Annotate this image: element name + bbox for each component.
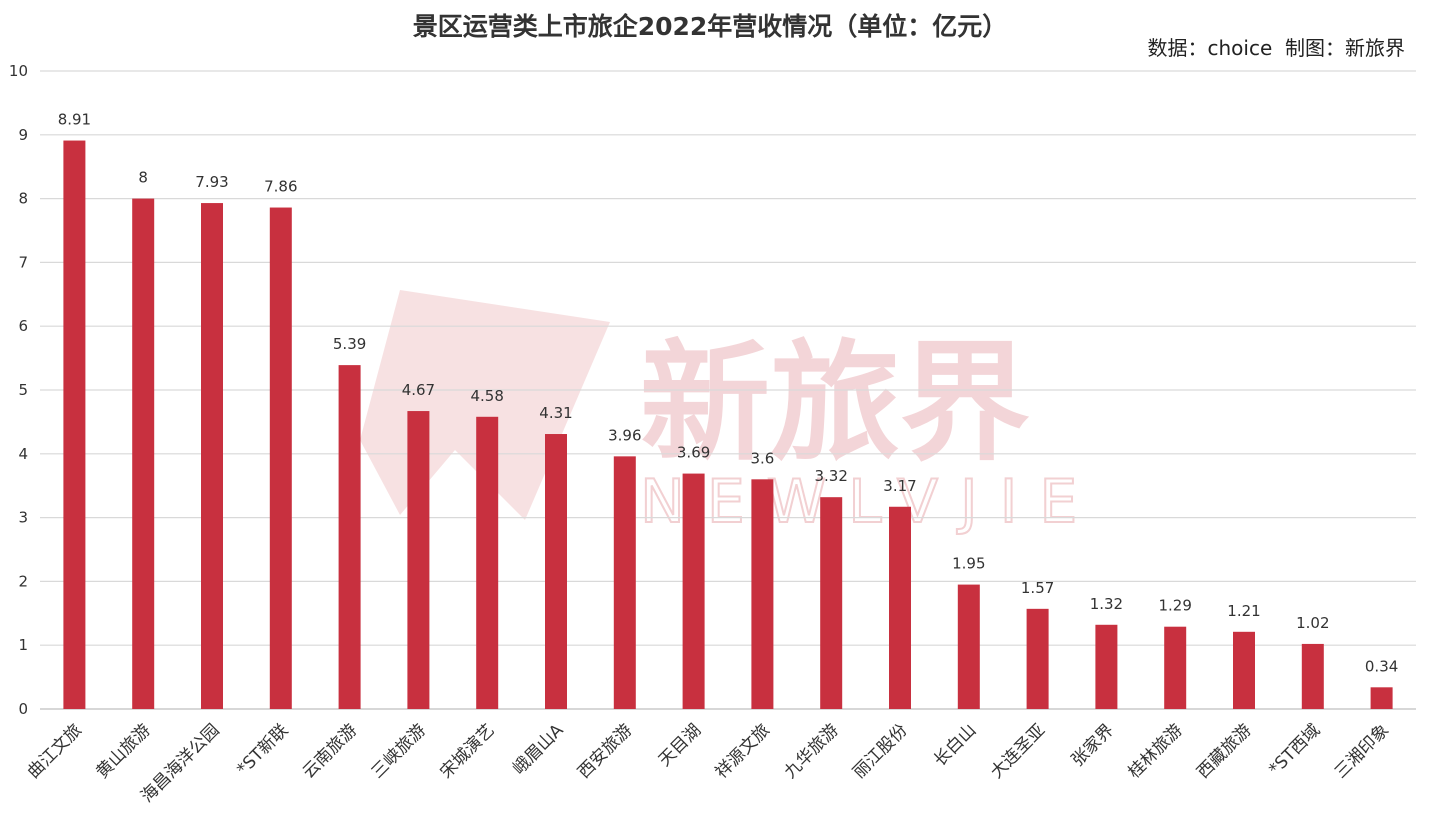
x-tick-label: *ST西域 xyxy=(1265,720,1324,779)
x-tick-label: 黄山旅游 xyxy=(93,720,155,782)
data-label: 3.6 xyxy=(750,449,774,467)
x-tick-label: 丽江股份 xyxy=(849,720,911,782)
x-tick-label: 西安旅游 xyxy=(574,720,636,782)
x-tick-label: 三湘印象 xyxy=(1331,720,1393,782)
bar xyxy=(269,207,292,710)
y-tick-label: 4 xyxy=(18,445,28,463)
x-tick-label: 云南旅游 xyxy=(299,720,361,782)
data-label: 4.67 xyxy=(402,381,435,399)
x-tick-label: 曲江文旅 xyxy=(24,720,86,782)
bar xyxy=(957,584,980,709)
data-label: 1.95 xyxy=(952,555,985,573)
y-tick-label: 9 xyxy=(18,126,28,144)
bar xyxy=(545,434,567,709)
data-label: 7.93 xyxy=(195,173,228,191)
x-tick-label: 大连圣亚 xyxy=(987,720,1049,782)
bar xyxy=(751,479,774,709)
bar xyxy=(889,506,911,709)
y-tick-label: 5 xyxy=(18,381,28,399)
bars xyxy=(63,140,1393,710)
data-label: 1.32 xyxy=(1090,595,1123,613)
watermark-en-text: NEWLVJIE xyxy=(640,467,1099,537)
bar xyxy=(338,365,361,709)
data-label: 0.34 xyxy=(1365,657,1398,675)
x-tick-label: *ST新联 xyxy=(233,720,292,779)
y-tick-label: 2 xyxy=(18,572,28,590)
bar xyxy=(1164,626,1187,709)
data-label: 8.91 xyxy=(58,111,91,129)
bar xyxy=(1095,624,1118,709)
y-tick-label: 8 xyxy=(18,190,28,208)
data-label: 1.21 xyxy=(1227,602,1260,620)
data-label: 1.29 xyxy=(1158,597,1191,615)
bar xyxy=(63,140,86,710)
bar xyxy=(407,411,430,709)
data-label: 4.58 xyxy=(470,387,503,405)
chart-source: 数据：choice 制图：新旅界 xyxy=(1148,36,1405,60)
data-label: 3.96 xyxy=(608,426,641,444)
bar xyxy=(1233,631,1255,709)
x-axis: 曲江文旅 黄山旅游海昌海洋公园 *ST新联 云南旅游 三峡旅游 宋城演艺 峨眉山A 西安旅游天… xyxy=(24,720,1393,807)
x-tick-label: 天目湖 xyxy=(655,720,705,770)
x-tick-label: 宋城演艺 xyxy=(437,720,499,782)
y-tick-label: 3 xyxy=(18,509,28,527)
x-tick-label: 祥源文旅 xyxy=(712,720,774,782)
bar xyxy=(132,198,155,709)
x-tick-label: 张家界 xyxy=(1068,720,1118,770)
data-label: 3.69 xyxy=(677,444,710,462)
data-label: 8 xyxy=(138,169,148,187)
bar xyxy=(476,416,499,709)
data-label: 4.31 xyxy=(539,404,572,422)
bar xyxy=(1370,687,1393,709)
data-label: 1.02 xyxy=(1296,614,1329,632)
gridlines xyxy=(40,70,1416,646)
y-tick-label: 6 xyxy=(18,317,28,335)
data-label: 3.32 xyxy=(814,467,847,485)
x-tick-label: 三峡旅游 xyxy=(368,720,430,782)
chart-title: 景区运营类上市旅企2022年营收情况（单位：亿元） xyxy=(413,12,1008,41)
y-tick-label: 7 xyxy=(18,253,28,271)
x-tick-label: 九华旅游 xyxy=(781,720,843,782)
y-tick-label: 1 xyxy=(18,636,28,654)
y-tick-label: 10 xyxy=(9,62,28,80)
bar xyxy=(201,203,223,710)
data-label: 1.57 xyxy=(1021,579,1054,597)
data-labels: 8.91 8 7.93 7.86 5.39 4.67 4.58 4.31 3.96 3.69 3.6… xyxy=(58,111,1399,676)
x-tick-label: 西藏旅游 xyxy=(1193,720,1255,782)
y-tick-label: 0 xyxy=(18,700,28,718)
x-tick-label: 峨眉山A xyxy=(509,720,568,779)
bar xyxy=(1026,608,1049,709)
data-label: 5.39 xyxy=(333,335,366,353)
bar xyxy=(1301,643,1324,709)
data-label: 7.86 xyxy=(264,178,297,196)
y-axis: 0 1 2 3 4 5 6 7 8 9 10 xyxy=(9,62,1416,718)
bar xyxy=(682,473,705,709)
bar xyxy=(613,456,636,709)
x-tick-label: 长白山 xyxy=(930,720,980,770)
watermark: 新旅界 NEWLVJIE xyxy=(360,290,1099,538)
bar xyxy=(820,497,843,709)
data-label: 3.17 xyxy=(883,477,916,495)
x-tick-label: 桂林旅游 xyxy=(1125,720,1187,782)
